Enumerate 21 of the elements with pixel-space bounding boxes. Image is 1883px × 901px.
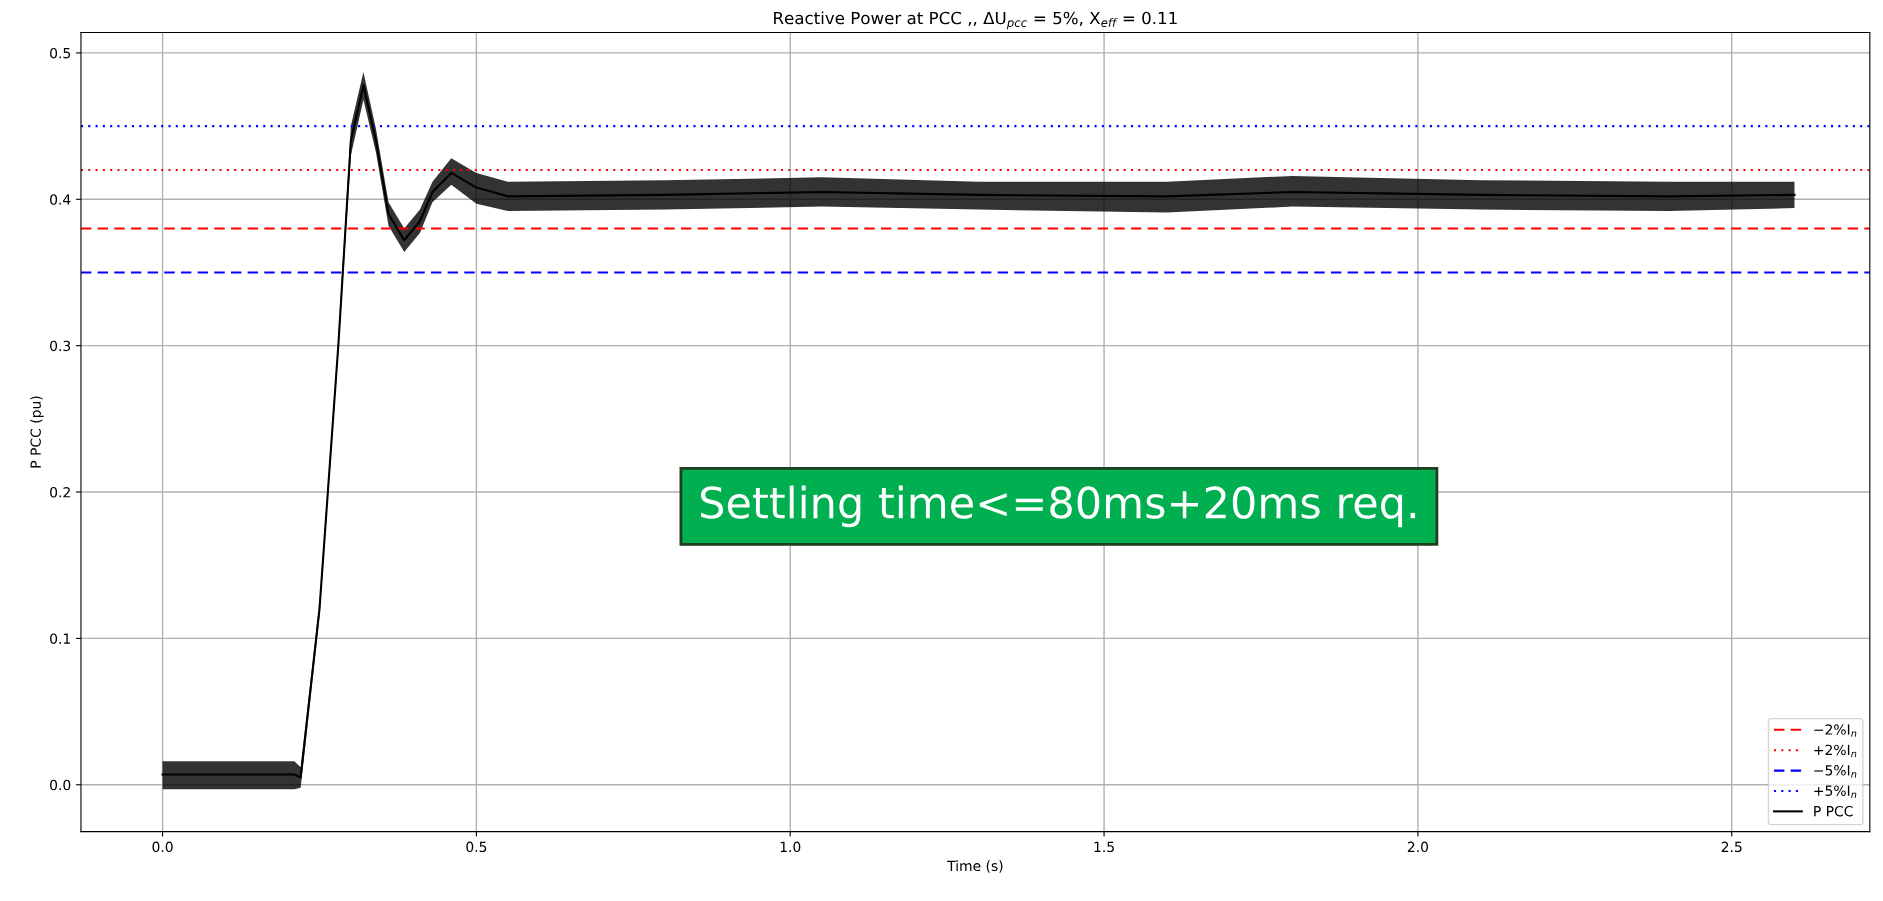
chart-title: Reactive Power at PCC ,, ΔU$_{pcc}$ = 5%, X$_{eff}$ = 0.11	[774, 11, 1177, 30]
x-tick-label: 1.5	[1094, 841, 1114, 853]
legend-label: +5%I$_{n}$	[1814, 785, 1857, 799]
annotation: Settling time<=80ms+20ms req.	[700, 485, 1416, 528]
legend-label: P PCC	[1814, 805, 1853, 817]
x-tick-label: 2.0	[1407, 841, 1429, 853]
y-tick-label: 0.1	[50, 633, 70, 644]
y-tick-label: 0.0	[50, 779, 71, 791]
legend-label: −2%I$_{n}$	[1814, 724, 1857, 737]
y-tick-label: 0.3	[50, 340, 71, 352]
y-tick-label: 0.2	[50, 487, 70, 498]
x-tick-label: 0.5	[466, 841, 487, 853]
y-axis-title: P PCC (pu)	[30, 396, 44, 468]
x-tick-label: 2.5	[1721, 841, 1742, 853]
x-tick-label: 0.0	[152, 841, 173, 853]
y-tick-label: 0.5	[50, 47, 71, 59]
x-axis-title: Time (s)	[947, 860, 1003, 873]
y-tick-label: 0.4	[50, 194, 71, 205]
legend-label: −5%I$_{n}$	[1814, 765, 1857, 778]
x-tick-label: 1.0	[780, 841, 801, 853]
legend-label: +2%I$_{n}$	[1814, 744, 1857, 758]
